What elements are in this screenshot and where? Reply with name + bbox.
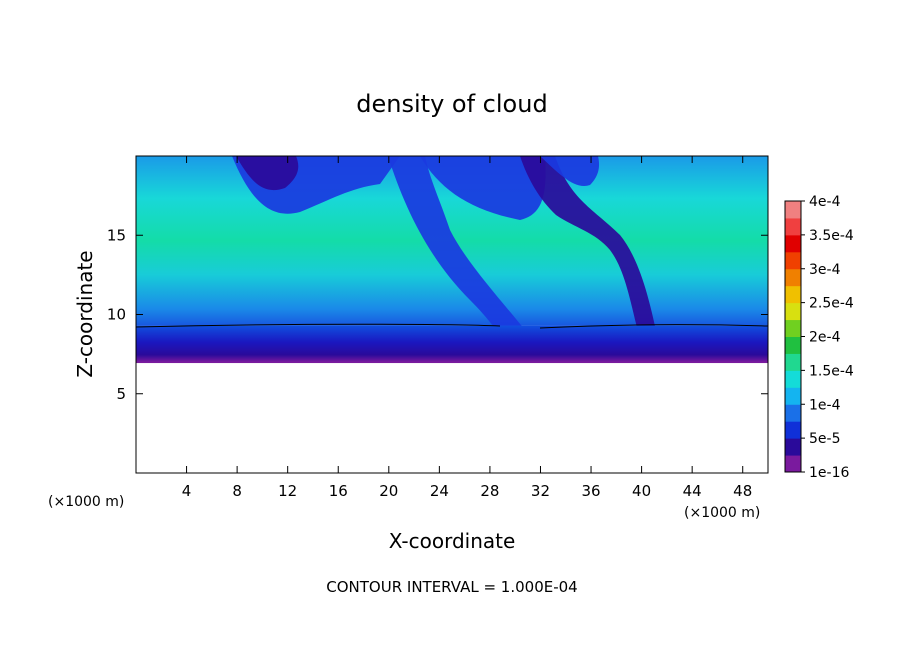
colorbar-swatch-4 [785, 404, 801, 422]
cloud-plume-2 [236, 156, 299, 191]
colorbar-swatch-16 [785, 201, 801, 219]
cloud-plume-3 [388, 156, 540, 350]
x-tick-label-20: 20 [379, 482, 398, 500]
x-tick-label-16: 16 [329, 482, 348, 500]
x-tick-label-48: 48 [733, 482, 752, 500]
colorbar-swatch-2 [785, 438, 801, 456]
colorbar-swatch-7 [785, 353, 801, 371]
y-axis-label: Z-coordinate [73, 250, 97, 377]
z-unit-label: (×1000 m) [48, 494, 124, 510]
x-axis: 4 8 12 16 20 24 28 32 36 40 44 48 [182, 156, 752, 500]
colorbar-swatch-3 [785, 421, 801, 439]
cloud-plume-6 [540, 156, 600, 186]
colorbar-label-6: 2.5e-4 [809, 296, 854, 312]
colorbar-swatch-9 [785, 319, 801, 337]
colorbar-label-3: 1e-4 [809, 397, 841, 413]
contour-interval-footer: CONTOUR INTERVAL = 1.000E-04 [326, 578, 577, 596]
x-tick-label-4: 4 [182, 482, 192, 500]
colorbar-label-4: 1.5e-4 [809, 363, 854, 379]
x-unit-label: (×1000 m) [684, 505, 760, 521]
cloud-plume-4 [420, 156, 546, 220]
x-axis-label: X-coordinate [389, 529, 516, 553]
x-tick-label-32: 32 [531, 482, 550, 500]
heatmap-field [136, 156, 768, 473]
y-tick-label-10: 10 [107, 306, 126, 324]
x-tick-label-44: 44 [683, 482, 702, 500]
colorbar-label-9: 4e-4 [809, 194, 841, 210]
y-tick-label-15: 15 [107, 226, 126, 244]
contour-line [136, 323, 768, 329]
colorbar: 1e-16 5e-5 1e-4 1.5e-4 2e-4 2.5e-4 3e-4 3.5e-4 4… [784, 194, 854, 481]
x-tick-label-40: 40 [632, 482, 651, 500]
colorbar-swatch-1 [785, 455, 801, 473]
colorbar-swatch-8 [785, 336, 801, 354]
colorbar-label-2: 5e-5 [809, 431, 840, 447]
y-tick-label-5: 5 [116, 385, 126, 403]
x-tick-label-8: 8 [232, 482, 242, 500]
colorbar-swatch-5 [785, 387, 801, 405]
x-tick-label-28: 28 [480, 482, 499, 500]
colorbar-label-5: 2e-4 [809, 330, 841, 346]
colorbar-swatch-10 [785, 302, 801, 321]
chart-title: density of cloud [356, 90, 547, 118]
x-tick-label-12: 12 [278, 482, 297, 500]
cloud-plume-5 [520, 156, 660, 350]
colorbar-swatch-6 [785, 370, 801, 388]
x-tick-label-36: 36 [581, 482, 600, 500]
colorbar-swatch-12 [785, 268, 801, 287]
y-axis: 5 10 15 [107, 226, 768, 403]
colorbar-swatch-11 [785, 285, 801, 304]
x-tick-label-24: 24 [430, 482, 449, 500]
colorbar-label-7: 3e-4 [809, 262, 841, 278]
region-dense-base [136, 325, 768, 363]
colorbar-swatch-13 [785, 251, 801, 270]
colorbar-label-8: 3.5e-4 [809, 228, 854, 244]
colorbar-swatch-14 [785, 234, 801, 253]
colorbar-swatch-15 [785, 217, 801, 236]
clear-air-below [136, 363, 768, 473]
colorbar-label-1: 1e-16 [809, 465, 849, 481]
